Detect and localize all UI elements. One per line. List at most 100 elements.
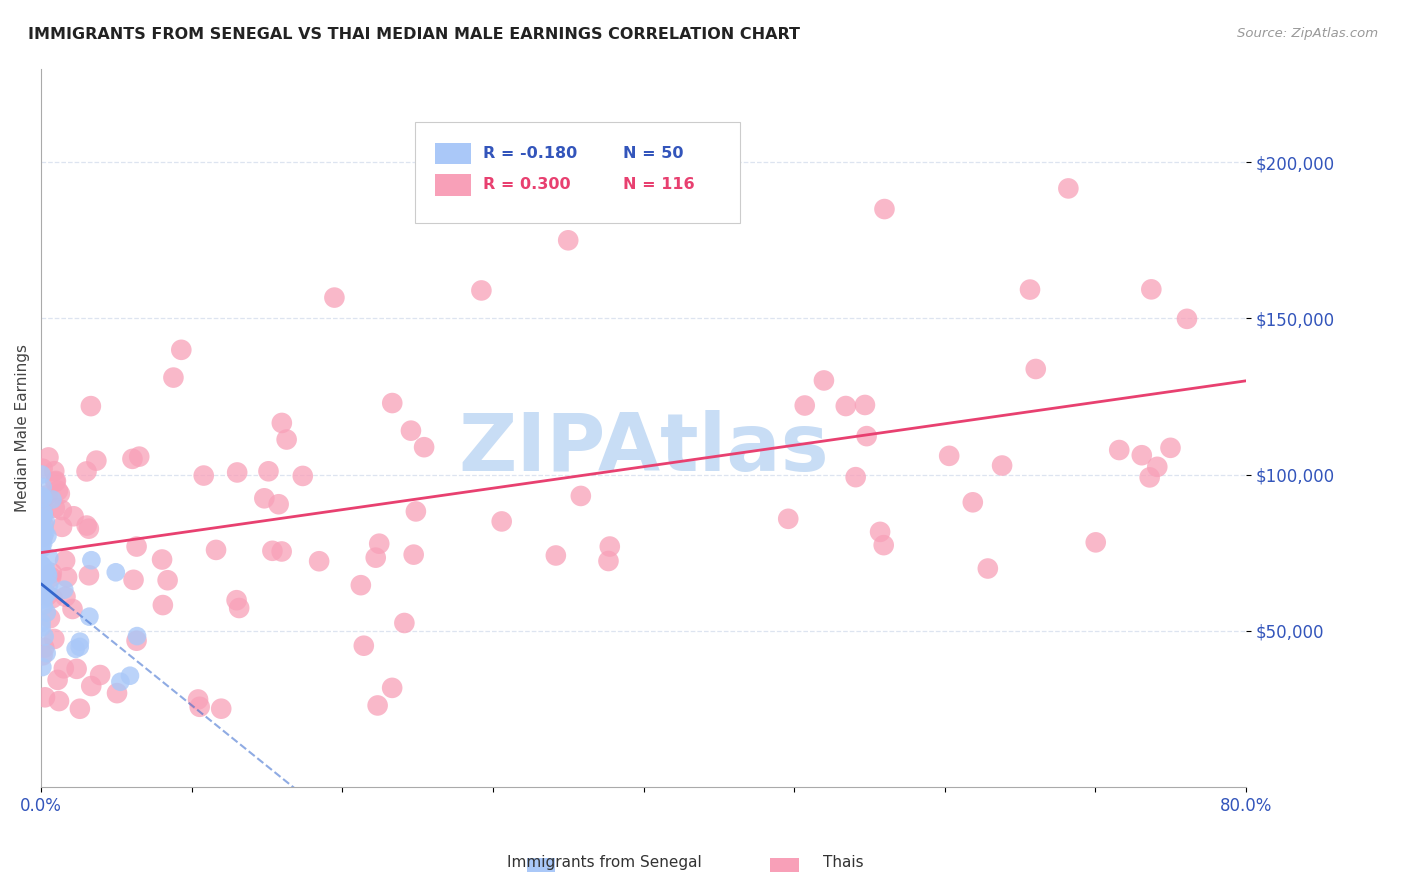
Point	[48, 694, 70, 708]
Point	[845, 470, 868, 484]
Point	[77, 568, 100, 582]
Point	[86, 453, 108, 467]
Point	[53, 554, 76, 568]
Point	[38, 550, 60, 565]
Point	[778, 512, 800, 526]
Point	[1175, 311, 1198, 326]
Point	[381, 681, 404, 695]
Point	[350, 578, 373, 592]
Point	[188, 699, 211, 714]
Point	[405, 504, 427, 518]
Point	[39, 570, 62, 584]
Point	[31, 536, 53, 550]
Point	[557, 233, 579, 247]
Point	[34, 690, 56, 705]
Point	[56, 570, 79, 584]
Point	[399, 424, 422, 438]
Point	[193, 468, 215, 483]
Point	[257, 464, 280, 478]
Point	[77, 522, 100, 536]
Point	[69, 634, 91, 648]
Point	[34, 526, 56, 541]
Bar	[434, 174, 471, 195]
Point	[962, 495, 984, 509]
Point	[32, 574, 55, 589]
Point	[31, 541, 53, 556]
Point	[118, 669, 141, 683]
Point	[35, 514, 58, 528]
Point	[69, 702, 91, 716]
Point	[31, 530, 53, 544]
Point	[323, 291, 346, 305]
Point	[835, 399, 858, 413]
Point	[125, 633, 148, 648]
Point	[80, 399, 103, 413]
Point	[35, 562, 58, 576]
Point	[35, 646, 58, 660]
Point	[69, 640, 91, 654]
Point	[31, 648, 53, 663]
Point	[76, 465, 98, 479]
Point	[276, 433, 298, 447]
Point	[187, 692, 209, 706]
Point	[367, 698, 389, 713]
Point	[35, 606, 58, 620]
Point	[62, 509, 84, 524]
Point	[209, 701, 232, 715]
Point	[267, 497, 290, 511]
Point	[65, 662, 87, 676]
Point	[853, 398, 876, 412]
Point	[31, 660, 53, 674]
Point	[31, 620, 53, 634]
Point	[53, 582, 76, 597]
Point	[31, 467, 53, 482]
Point	[32, 508, 55, 522]
Point	[37, 586, 59, 600]
Point	[39, 611, 62, 625]
Point	[262, 543, 284, 558]
Point	[44, 464, 66, 478]
Point	[31, 535, 53, 549]
Point	[62, 602, 84, 616]
Point	[470, 284, 492, 298]
Point	[31, 511, 53, 525]
Bar	[434, 143, 471, 164]
Point	[793, 399, 815, 413]
Point	[353, 639, 375, 653]
Point	[45, 474, 67, 488]
Point	[873, 538, 896, 552]
Point	[31, 489, 53, 503]
Text: N = 116: N = 116	[623, 178, 695, 193]
Point	[32, 506, 55, 520]
Point	[125, 629, 148, 643]
Point	[150, 552, 173, 566]
Point	[855, 429, 877, 443]
Point	[37, 529, 59, 543]
Point	[381, 396, 404, 410]
Text: N = 50: N = 50	[623, 145, 683, 161]
Bar	[527, 858, 555, 872]
Point	[34, 589, 56, 603]
Point	[205, 542, 228, 557]
Text: Source: ZipAtlas.com: Source: ZipAtlas.com	[1237, 27, 1378, 40]
Point	[1084, 535, 1107, 549]
Point	[34, 523, 56, 537]
Point	[76, 518, 98, 533]
Point	[162, 370, 184, 384]
Text: ZIPAtlas: ZIPAtlas	[458, 410, 830, 488]
Point	[44, 500, 66, 515]
Point	[46, 483, 69, 498]
Point	[31, 461, 53, 475]
Point	[1108, 443, 1130, 458]
Point	[1025, 362, 1047, 376]
Point	[31, 615, 53, 630]
Point	[41, 492, 63, 507]
Point	[1139, 470, 1161, 484]
Point	[869, 524, 891, 539]
Point	[977, 561, 1000, 575]
Point	[1159, 441, 1181, 455]
Point	[49, 487, 72, 501]
Point	[80, 553, 103, 567]
Point	[37, 488, 59, 502]
Point	[873, 202, 896, 216]
